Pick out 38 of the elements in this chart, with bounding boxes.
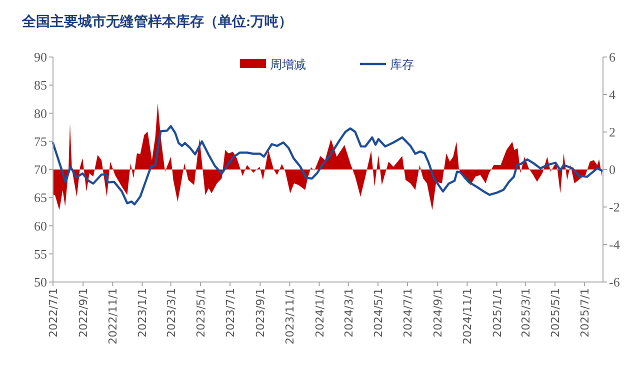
y2-tick-label: 4 [609,87,616,102]
x-tick-label: 2025/5/1 [548,288,562,338]
y-tick-label: 60 [34,218,47,234]
y-tick-label: 80 [34,106,47,121]
y2-tick-label: 2 [609,124,616,140]
y-tick-label: 50 [34,274,47,290]
y-tick-label: 75 [34,134,47,149]
y-tick-label: 90 [34,50,47,64]
x-tick-label: 2022/9/1 [77,288,90,338]
legend-label: 库存 [390,58,414,72]
chart-title: 全国主要城市无缝管样本库存（单位:万吨） [21,13,293,30]
x-tick-label: 2023/1/1 [136,288,150,338]
x-tick-label: 2023/11/1 [284,288,297,344]
x-tick-label: 2025/1/1 [490,288,504,338]
y2-tick-label: -4 [609,237,620,252]
x-tick-label: 2023/9/1 [254,288,268,338]
x-tick-label: 2024/3/1 [342,288,356,338]
y-tick-label: 55 [34,246,47,262]
x-tick-label: 2023/3/1 [164,288,178,338]
y-tick-label: 85 [34,78,47,93]
y2-tick-label: -2 [609,200,620,214]
x-tick-label: 2024/9/1 [432,288,445,338]
x-tick-label: 2022/7/1 [47,288,60,338]
y2-tick-label: 6 [609,50,616,64]
x-tick-label: 2024/7/1 [402,288,415,338]
x-tick-label: 2024/1/1 [313,288,326,338]
y2-tick-label: -6 [609,274,620,290]
y-tick-label: 70 [34,162,47,177]
x-tick-label: 2025/3/1 [519,288,532,338]
x-tick-label: 2025/7/1 [578,288,592,338]
x-tick-label: 2023/7/1 [224,288,238,338]
legend-label: 周增减 [270,58,306,72]
x-tick-label: 2023/5/1 [194,288,208,338]
x-tick-label: 2024/5/1 [372,288,385,338]
x-tick-label: 2022/11/1 [106,288,120,344]
y2-tick-label: 0 [609,162,616,177]
y-tick-label: 65 [34,190,47,206]
x-tick-label: 2024/11/1 [461,288,474,344]
